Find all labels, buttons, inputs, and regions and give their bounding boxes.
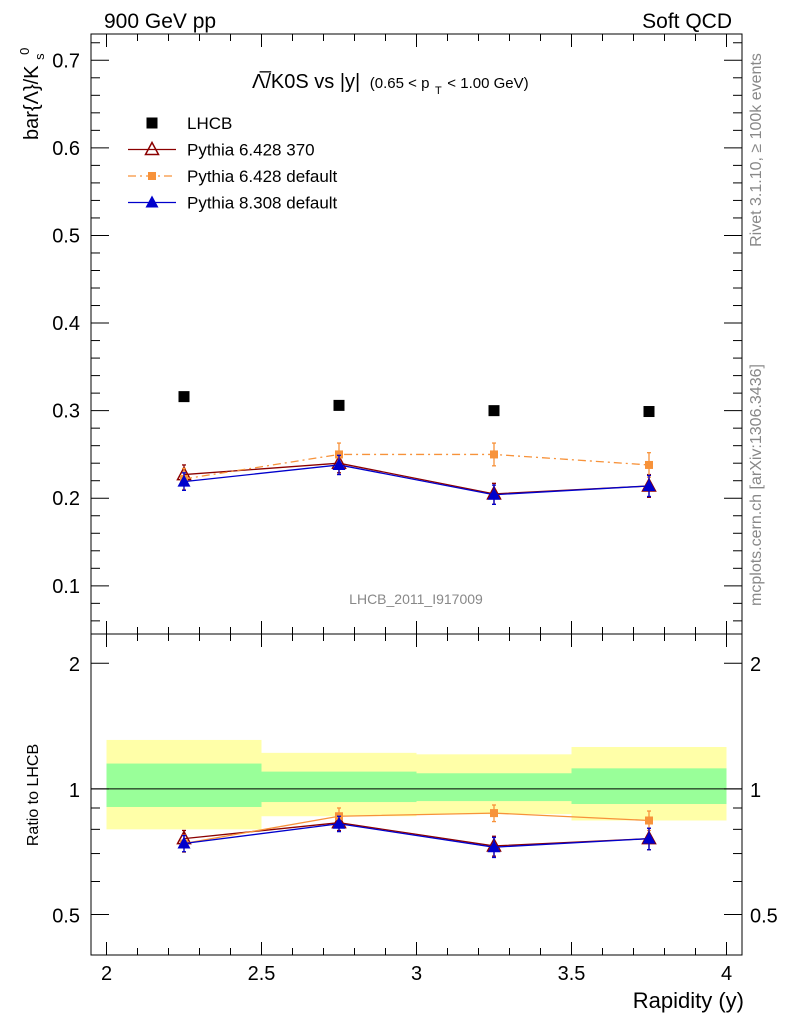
ratio-ytick-label: 0.5 <box>52 906 80 928</box>
ratio-point-2 <box>642 831 656 844</box>
main-title-main: Λ̅/K0S vs |y| <box>252 70 360 93</box>
x-axis-label: Rapidity (y) <box>633 988 744 1013</box>
main-ytick-label: 0.6 <box>52 138 80 160</box>
ratio-point-2 <box>487 840 501 853</box>
main-title-suffix-b: < 1.00 GeV) <box>447 75 528 92</box>
main-ylabel-sub: s <box>32 53 47 60</box>
ratio-ytick-label-right: 1 <box>750 780 761 802</box>
ratio-point-1 <box>645 816 653 825</box>
header-left: 900 GeV pp <box>104 10 216 33</box>
legend-label-1: Pythia 6.428 370 <box>187 141 315 160</box>
main-ylabel-sup: 0 <box>17 48 32 55</box>
main-point-0 <box>488 405 500 417</box>
legend-marker-3 <box>145 195 159 208</box>
main-ytick-label: 0.3 <box>52 401 80 423</box>
x-tick-label: 3 <box>411 963 422 985</box>
main-title-suffix-a: (0.65 < p <box>370 75 430 92</box>
main-point-2 <box>645 460 653 469</box>
band-green-2 <box>416 773 572 802</box>
main-line-2 <box>183 453 650 480</box>
ratio-ytick-label-right: 0.5 <box>750 906 778 928</box>
ratio-point-2 <box>332 816 346 829</box>
band-green-1 <box>261 771 417 803</box>
main-title-suffix-sub: T <box>435 85 442 97</box>
axis-ticks: 2 2.5 3 3.5 4 0.1 0.2 0.3 0.4 0.5 0.6 0.7 0.5 0.5 1 1 2 2 <box>52 34 778 985</box>
ratio-ylabel: Ratio to LHCB <box>25 744 42 846</box>
main-point-2 <box>490 450 498 459</box>
legend-marker-0 <box>146 117 158 129</box>
main-line-3 <box>183 464 650 496</box>
x-tick-label: 3.5 <box>558 963 586 985</box>
ratio-ytick-label: 1 <box>69 780 80 802</box>
main-ytick-label: 0.1 <box>52 576 80 598</box>
main-ytick-label: 0.2 <box>52 488 80 510</box>
ratio-line-1 <box>183 812 650 845</box>
main-point-0 <box>333 399 345 411</box>
x-tick-label: 2 <box>101 963 112 985</box>
legend-label-3: Pythia 8.308 default <box>187 194 338 213</box>
band-green-0 <box>106 763 262 807</box>
main-point-3 <box>332 457 346 470</box>
main-line-1 <box>183 462 650 495</box>
main-point-0 <box>643 406 655 418</box>
main-ytick-label: 0.7 <box>52 50 80 72</box>
ratio-point-2 <box>177 836 191 849</box>
data-series <box>176 391 657 859</box>
main-point-3 <box>177 474 191 487</box>
main-title: Λ̅/K0S vs |y| (0.65 < p T < 1.00 GeV) <box>252 70 529 99</box>
ratio-ytick-label: 2 <box>69 654 80 676</box>
ratio-point-1 <box>490 809 498 818</box>
main-ylabel-text: bar{Λ}/K <box>21 65 43 140</box>
main-ytick-label: 0.5 <box>52 225 80 247</box>
mcplots-label: mcplots.cern.ch [arXiv:1306.3436] <box>748 364 765 606</box>
legend-marker-1 <box>144 140 160 156</box>
x-tick-label: 4 <box>721 963 732 985</box>
header-right: Soft QCD <box>642 10 732 33</box>
main-point-3 <box>642 478 656 491</box>
legend-marker-2 <box>148 172 156 180</box>
ratio-line-2 <box>183 823 650 848</box>
main-point-3 <box>487 487 501 500</box>
ratio-ytick-label-right: 2 <box>750 654 761 676</box>
main-point-0 <box>178 391 190 403</box>
legend-label-2: Pythia 6.428 default <box>187 167 338 186</box>
legend: LHCB Pythia 6.428 370 Pythia 6.428 default… <box>128 114 338 213</box>
band-green-3 <box>571 768 727 805</box>
watermark: LHCB_2011_I917009 <box>349 591 483 607</box>
legend-label-0: LHCB <box>187 114 232 133</box>
rivet-label: Rivet 3.1.10, ≥ 100k events <box>748 53 765 247</box>
main-point-2 <box>335 450 343 459</box>
x-tick-label: 2.5 <box>248 963 276 985</box>
ratio-bands <box>91 739 742 830</box>
main-ytick-label: 0.4 <box>52 313 80 335</box>
main-ylabel: bar{Λ}/K s 0 <box>17 48 49 140</box>
